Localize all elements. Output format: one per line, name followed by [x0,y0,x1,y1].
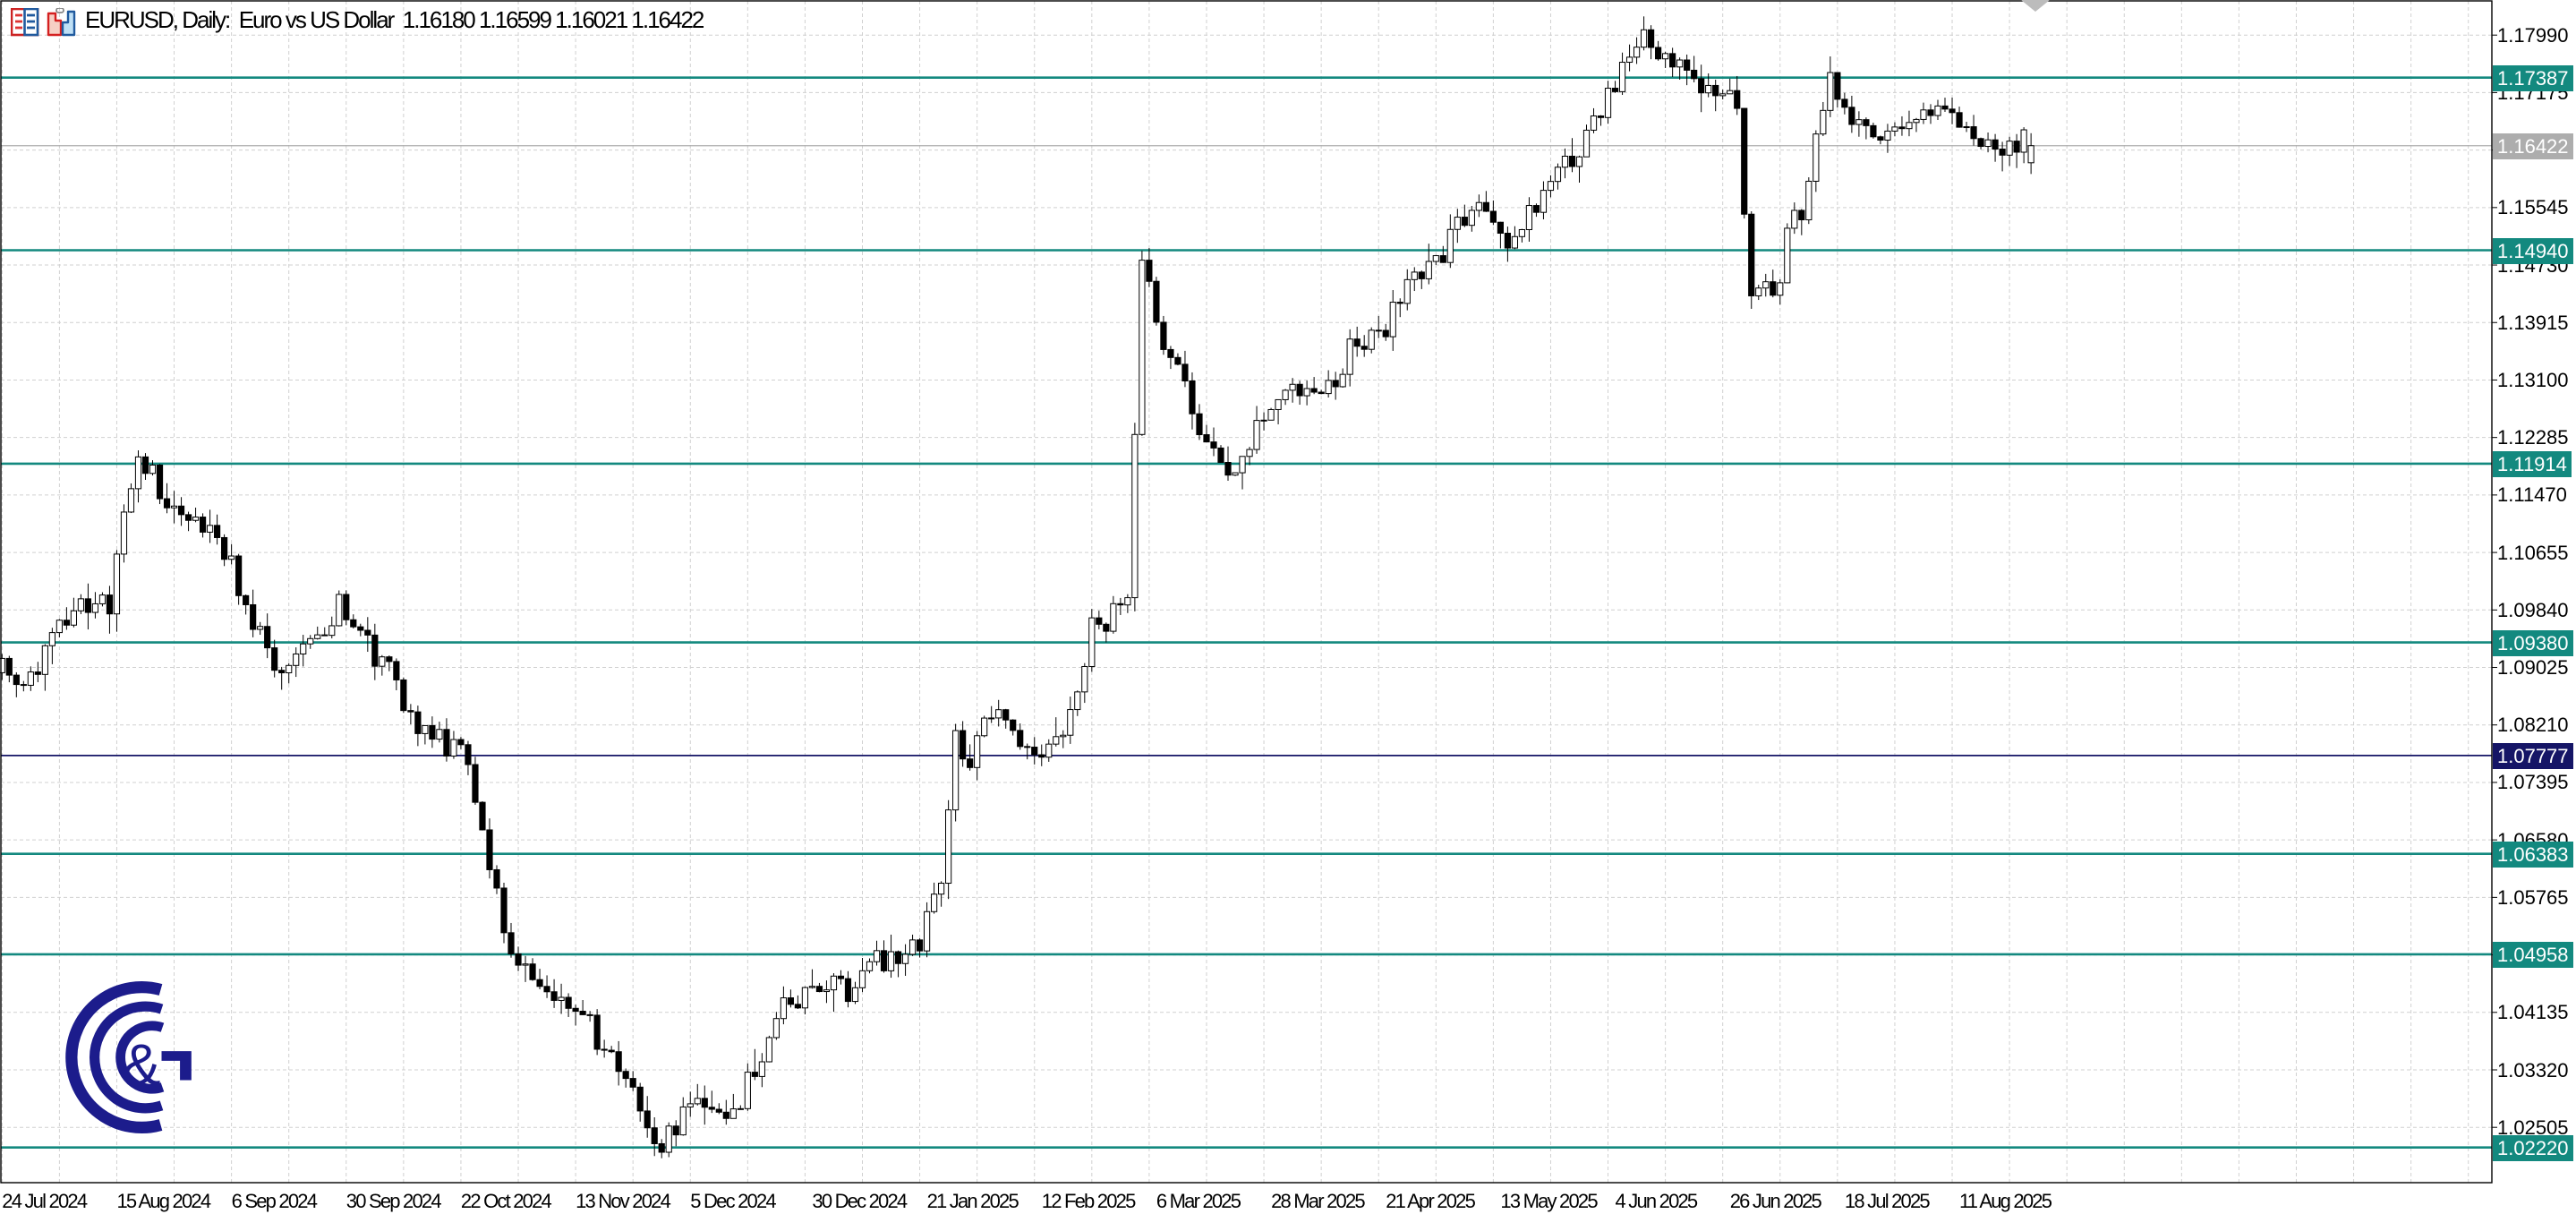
svg-text:&: & [122,1031,160,1097]
